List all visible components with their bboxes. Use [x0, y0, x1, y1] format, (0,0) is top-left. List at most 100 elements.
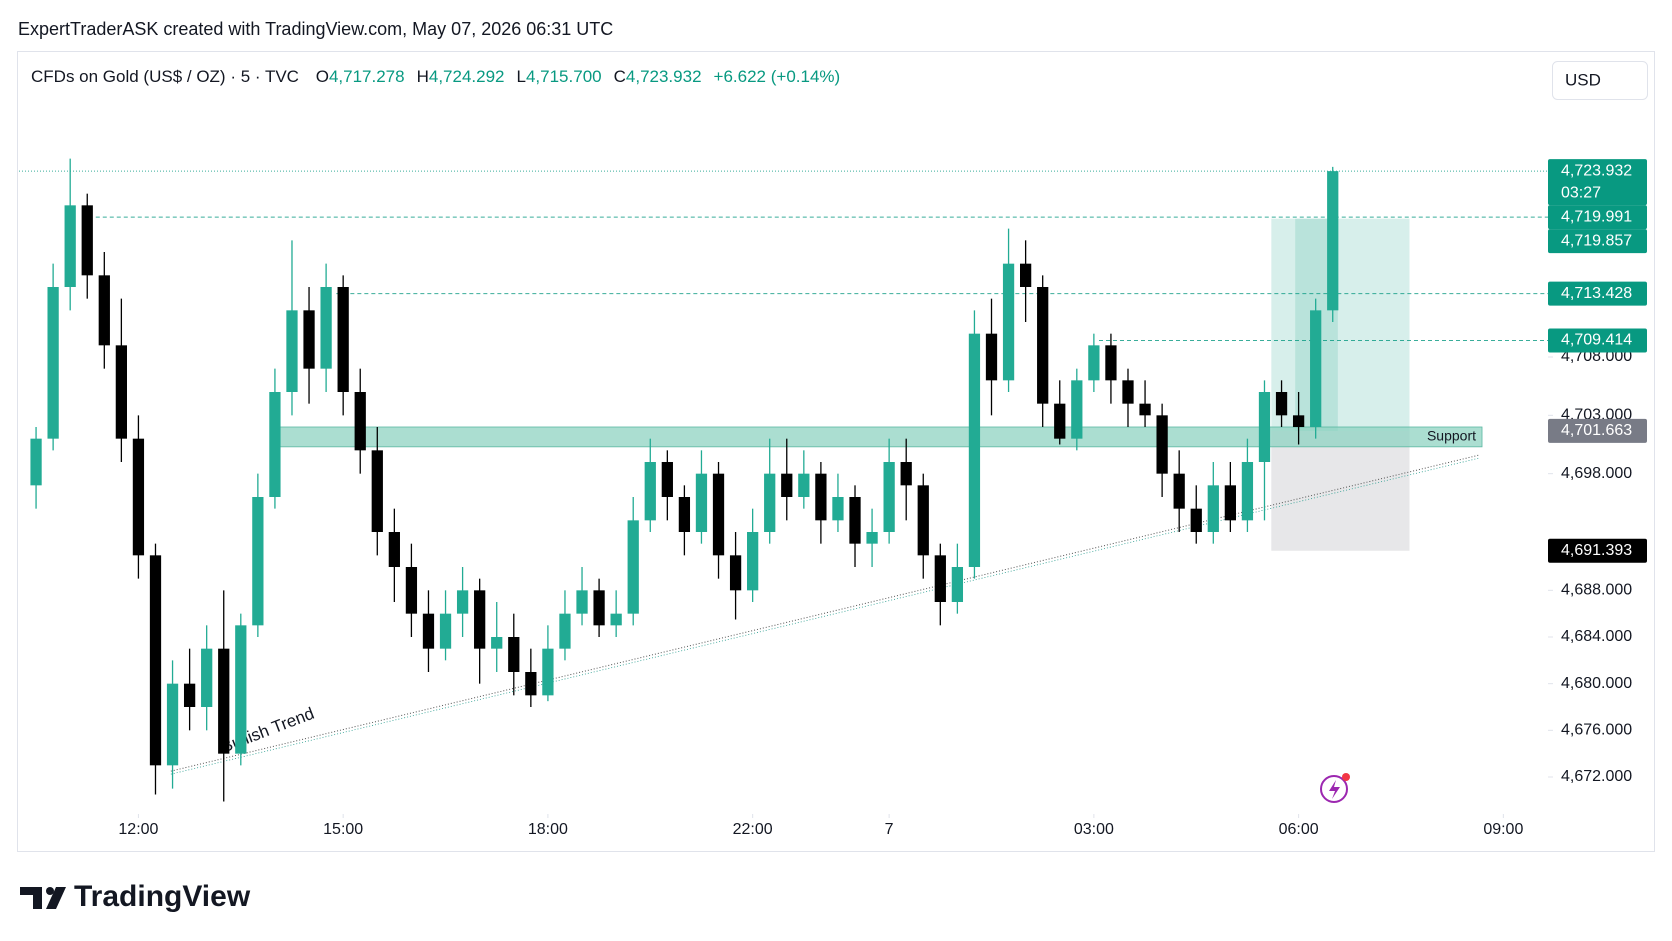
- currency-label[interactable]: USD: [1565, 70, 1601, 89]
- candle-body: [337, 287, 349, 392]
- candle-body: [695, 473, 708, 532]
- candle-body: [1105, 345, 1117, 381]
- candle-body: [405, 567, 418, 614]
- y-tick-label: 4,688.000: [1561, 582, 1632, 599]
- candle-body: [1241, 462, 1254, 521]
- legend-key: L: [517, 67, 526, 86]
- candle-body: [474, 590, 486, 649]
- candle-body: [542, 648, 554, 696]
- candle-body: [661, 462, 673, 497]
- candle-body: [593, 590, 605, 626]
- candle-body: [388, 532, 400, 567]
- candle-body: [81, 205, 93, 276]
- legend-value: 4,724.292: [429, 67, 505, 86]
- legend-value: 4,723.932: [626, 67, 702, 86]
- candle-body: [235, 625, 247, 754]
- candle-body: [320, 287, 332, 369]
- x-tick-label: 22:00: [733, 821, 773, 838]
- position-stop-zone: [1271, 430, 1410, 551]
- x-tick-label: 12:00: [118, 821, 158, 838]
- candle-body: [1019, 263, 1032, 287]
- x-tick-label: 03:00: [1074, 821, 1114, 838]
- candle-body: [252, 497, 264, 626]
- candle-body: [815, 473, 827, 521]
- candle-body: [1310, 310, 1322, 427]
- candle-body: [798, 473, 810, 497]
- candle-body: [303, 310, 315, 369]
- candle-body: [525, 672, 537, 696]
- candle-body: [883, 462, 895, 532]
- y-tick-label: 4,676.000: [1561, 722, 1632, 739]
- y-tick-label: 4,684.000: [1561, 628, 1632, 645]
- price-tag-label: 4,713.428: [1561, 285, 1632, 302]
- y-tick-label: 4,680.000: [1561, 675, 1632, 692]
- candle-body: [1207, 485, 1219, 532]
- candle-body: [968, 333, 981, 567]
- currency-button[interactable]: [1552, 61, 1648, 100]
- candle-body: [456, 590, 469, 614]
- price-tag: [1548, 418, 1647, 443]
- legend-value: 4,715.700: [526, 67, 602, 86]
- candle-body: [1054, 403, 1066, 439]
- alert-icon[interactable]: [1320, 773, 1350, 803]
- candle-body: [371, 450, 383, 532]
- candle-body: [47, 287, 59, 439]
- candle-body: [269, 392, 281, 497]
- candle-body: [1327, 171, 1339, 311]
- candle-body: [1088, 345, 1100, 381]
- candle-body: [559, 613, 571, 649]
- candle-body: [1292, 415, 1305, 427]
- price-tag: [1548, 281, 1647, 306]
- candle-body: [1156, 415, 1168, 474]
- price-tag: [1548, 328, 1647, 353]
- chart-frame: [17, 51, 1655, 852]
- candle-body: [678, 497, 691, 532]
- candle-body: [1275, 392, 1288, 416]
- price-tag-label: 4,719.857: [1561, 232, 1632, 249]
- position-target-zone: [1271, 218, 1410, 431]
- candle-body: [934, 555, 946, 602]
- brand: TradingView: [74, 880, 251, 913]
- x-tick-label: 15:00: [323, 821, 363, 838]
- price-tag: [1548, 538, 1647, 563]
- candle-body: [201, 648, 213, 707]
- candle-body: [849, 497, 861, 544]
- candle-body: [1190, 508, 1202, 532]
- candle-body: [951, 567, 964, 602]
- support-label: Support: [1427, 428, 1476, 444]
- candle-body: [1258, 392, 1271, 462]
- candle-body: [917, 485, 929, 556]
- candle-body: [1224, 485, 1236, 521]
- price-tag-label: 4,719.991: [1561, 208, 1632, 225]
- candle-body: [218, 648, 230, 754]
- candle-body: [1037, 287, 1049, 404]
- candle-body: [491, 637, 503, 649]
- candle-body: [354, 392, 366, 451]
- candle-body: [1122, 380, 1134, 404]
- candle-body: [729, 555, 742, 591]
- trend-label: Bullish Trend: [218, 704, 317, 757]
- price-tag-label: 4,701.663: [1561, 422, 1632, 439]
- candle-body: [985, 333, 998, 381]
- price-tag-countdown: 03:27: [1561, 184, 1601, 201]
- price-tag-label: 4,709.414: [1561, 332, 1632, 349]
- price-tag: [1548, 205, 1647, 230]
- candle-body: [286, 310, 298, 392]
- price-tag-label: 4,723.932: [1561, 162, 1632, 179]
- price-tag: [1548, 159, 1647, 206]
- support-zone: [278, 426, 1483, 448]
- plot-area: 4,672.000 4,676.000 4,680.000 4,684.000 4,68…: [19, 158, 1647, 838]
- price-tag-label: 4,691.393: [1561, 542, 1632, 559]
- candle-body: [576, 590, 588, 614]
- candle-body: [644, 462, 656, 521]
- x-tick-label: 09:00: [1483, 821, 1523, 838]
- candle-body: [1002, 263, 1015, 381]
- candle-body: [115, 345, 127, 439]
- legend: CFDs on Gold (US$ / OZ) · 5 · TVC O4,717…: [31, 67, 840, 86]
- candle-body: [712, 473, 725, 556]
- candle-body: [627, 520, 639, 614]
- candle-body: [747, 532, 759, 591]
- price-tag: [1548, 229, 1647, 254]
